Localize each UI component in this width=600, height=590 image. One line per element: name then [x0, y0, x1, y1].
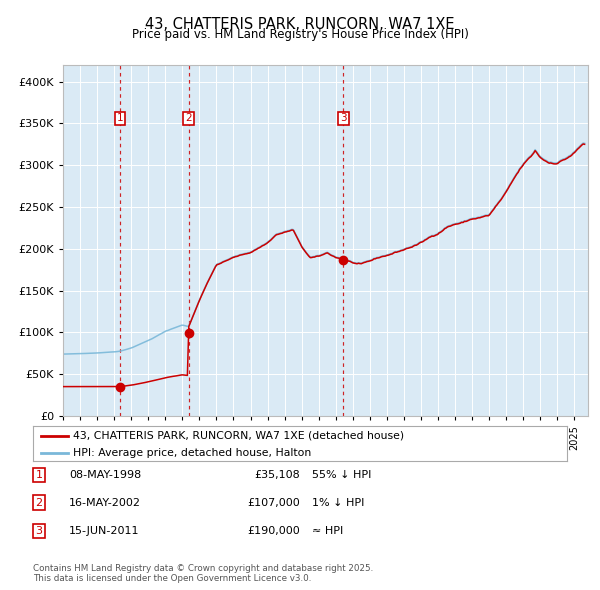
- Text: 2: 2: [185, 113, 192, 123]
- Text: 3: 3: [340, 113, 347, 123]
- Text: 1% ↓ HPI: 1% ↓ HPI: [312, 498, 364, 507]
- Text: ≈ HPI: ≈ HPI: [312, 526, 343, 536]
- Text: £190,000: £190,000: [247, 526, 300, 536]
- Text: 15-JUN-2011: 15-JUN-2011: [69, 526, 139, 536]
- Text: 08-MAY-1998: 08-MAY-1998: [69, 470, 141, 480]
- Text: 1: 1: [35, 470, 43, 480]
- Text: 3: 3: [35, 526, 43, 536]
- Text: 55% ↓ HPI: 55% ↓ HPI: [312, 470, 371, 480]
- Text: 1: 1: [117, 113, 124, 123]
- Text: 43, CHATTERIS PARK, RUNCORN, WA7 1XE: 43, CHATTERIS PARK, RUNCORN, WA7 1XE: [145, 17, 455, 31]
- Text: £35,108: £35,108: [254, 470, 300, 480]
- Text: Price paid vs. HM Land Registry's House Price Index (HPI): Price paid vs. HM Land Registry's House …: [131, 28, 469, 41]
- Text: HPI: Average price, detached house, Halton: HPI: Average price, detached house, Halt…: [73, 448, 311, 457]
- Text: 16-MAY-2002: 16-MAY-2002: [69, 498, 141, 507]
- Text: Contains HM Land Registry data © Crown copyright and database right 2025.
This d: Contains HM Land Registry data © Crown c…: [33, 563, 373, 583]
- Text: 43, CHATTERIS PARK, RUNCORN, WA7 1XE (detached house): 43, CHATTERIS PARK, RUNCORN, WA7 1XE (de…: [73, 431, 404, 441]
- Text: 2: 2: [35, 498, 43, 507]
- Text: £107,000: £107,000: [247, 498, 300, 507]
